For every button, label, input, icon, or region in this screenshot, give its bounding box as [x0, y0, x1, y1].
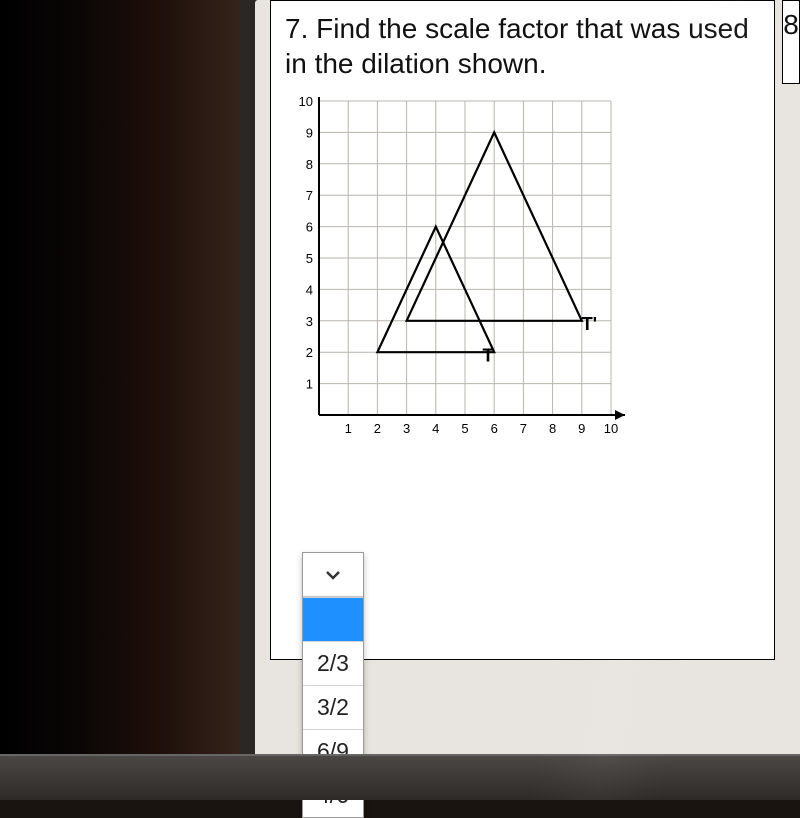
- svg-text:T': T': [582, 314, 597, 334]
- svg-text:8: 8: [549, 421, 556, 436]
- svg-text:T: T: [483, 346, 494, 366]
- grid-svg: 1 2 3 4 5 6 7 8 9 10 1 2 3 4 5 6 7 8 9 10 T T': [285, 97, 637, 449]
- svg-text:9: 9: [306, 125, 313, 140]
- chevron-down-icon: [323, 565, 343, 585]
- desktop-background: [0, 0, 265, 800]
- svg-text:10: 10: [604, 421, 618, 436]
- svg-text:5: 5: [461, 421, 468, 436]
- svg-text:4: 4: [432, 421, 439, 436]
- dropdown-option[interactable]: [303, 597, 363, 641]
- svg-text:2: 2: [374, 421, 381, 436]
- question-text: 7. Find the scale factor that was used i…: [271, 1, 774, 81]
- svg-text:2: 2: [306, 345, 313, 360]
- svg-text:6: 6: [306, 220, 313, 235]
- dropdown-toggle[interactable]: [303, 553, 363, 597]
- svg-text:9: 9: [578, 421, 585, 436]
- svg-text:6: 6: [491, 421, 498, 436]
- svg-text:7: 7: [306, 188, 313, 203]
- question-number: 7.: [285, 13, 308, 44]
- svg-text:3: 3: [403, 421, 410, 436]
- svg-text:8: 8: [306, 157, 313, 172]
- next-question-fragment: 8: [782, 0, 800, 84]
- svg-text:7: 7: [520, 421, 527, 436]
- coordinate-grid-chart: 1 2 3 4 5 6 7 8 9 10 1 2 3 4 5 6 7 8 9 10 T T': [285, 97, 637, 449]
- svg-text:3: 3: [306, 314, 313, 329]
- svg-text:4: 4: [306, 282, 313, 297]
- question-body: Find the scale factor that was used in t…: [285, 13, 749, 79]
- monitor-bezel: [0, 754, 800, 800]
- dropdown-option[interactable]: 2/3: [303, 641, 363, 685]
- svg-text:5: 5: [306, 251, 313, 266]
- dropdown-option[interactable]: 3/2: [303, 685, 363, 729]
- svg-text:10: 10: [299, 97, 313, 109]
- svg-text:1: 1: [306, 377, 313, 392]
- svg-text:1: 1: [345, 421, 352, 436]
